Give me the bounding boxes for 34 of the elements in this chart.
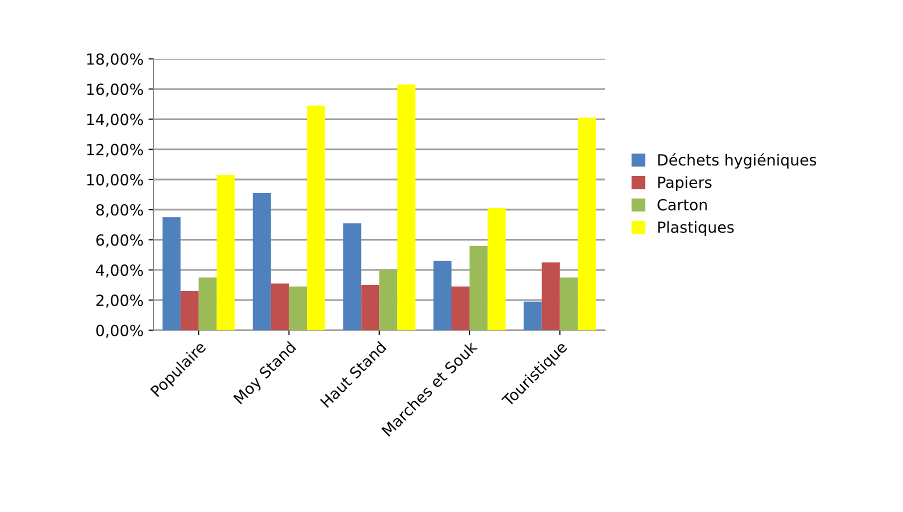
bar	[433, 260, 452, 330]
bar	[307, 106, 326, 330]
y-tick-label: 8,00%	[96, 204, 143, 218]
bar	[162, 217, 181, 330]
legend-label: Papiers	[658, 176, 712, 192]
bar	[270, 284, 289, 330]
bar	[216, 174, 235, 330]
bar	[397, 84, 416, 330]
y-tick-label: 18,00%	[87, 53, 143, 66]
bar	[470, 246, 488, 330]
bar	[379, 270, 398, 330]
bar	[343, 223, 362, 330]
bar	[252, 193, 271, 330]
legend-label: Plastiques	[658, 221, 734, 236]
y-tick-label: 14,00%	[87, 114, 143, 127]
legend-label: Carton	[658, 198, 707, 211]
bar	[180, 291, 199, 330]
bar	[560, 277, 578, 330]
legend-label: Déchets hygiéniques	[658, 153, 816, 169]
y-tick-label: 6,00%	[96, 234, 143, 248]
bar	[578, 118, 596, 330]
bar	[288, 286, 308, 330]
y-tick-label: 2,00%	[96, 294, 143, 308]
y-tick-label: 4,00%	[96, 264, 143, 278]
y-tick-label: 0,00%	[96, 324, 143, 338]
y-tick-label: 10,00%	[87, 174, 143, 188]
y-tick-label: 12,00%	[87, 144, 143, 157]
y-tick-label: 16,00%	[87, 83, 143, 97]
bar	[452, 286, 470, 330]
bar	[361, 285, 380, 330]
bar	[198, 277, 217, 330]
bar	[488, 208, 506, 330]
bar	[524, 302, 542, 330]
bar	[542, 262, 560, 330]
